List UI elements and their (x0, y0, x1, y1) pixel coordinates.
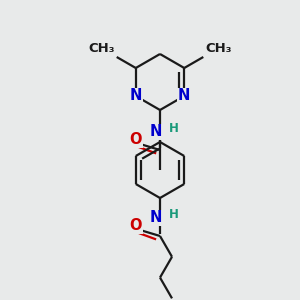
Text: O: O (130, 133, 142, 148)
Text: H: H (169, 208, 179, 220)
Text: N: N (150, 211, 162, 226)
Text: N: N (130, 88, 142, 104)
Text: O: O (130, 218, 142, 233)
Text: CH₃: CH₃ (205, 42, 232, 55)
Text: H: H (169, 122, 179, 134)
Text: CH₃: CH₃ (88, 42, 115, 55)
Text: N: N (150, 124, 162, 140)
Text: N: N (178, 88, 190, 104)
